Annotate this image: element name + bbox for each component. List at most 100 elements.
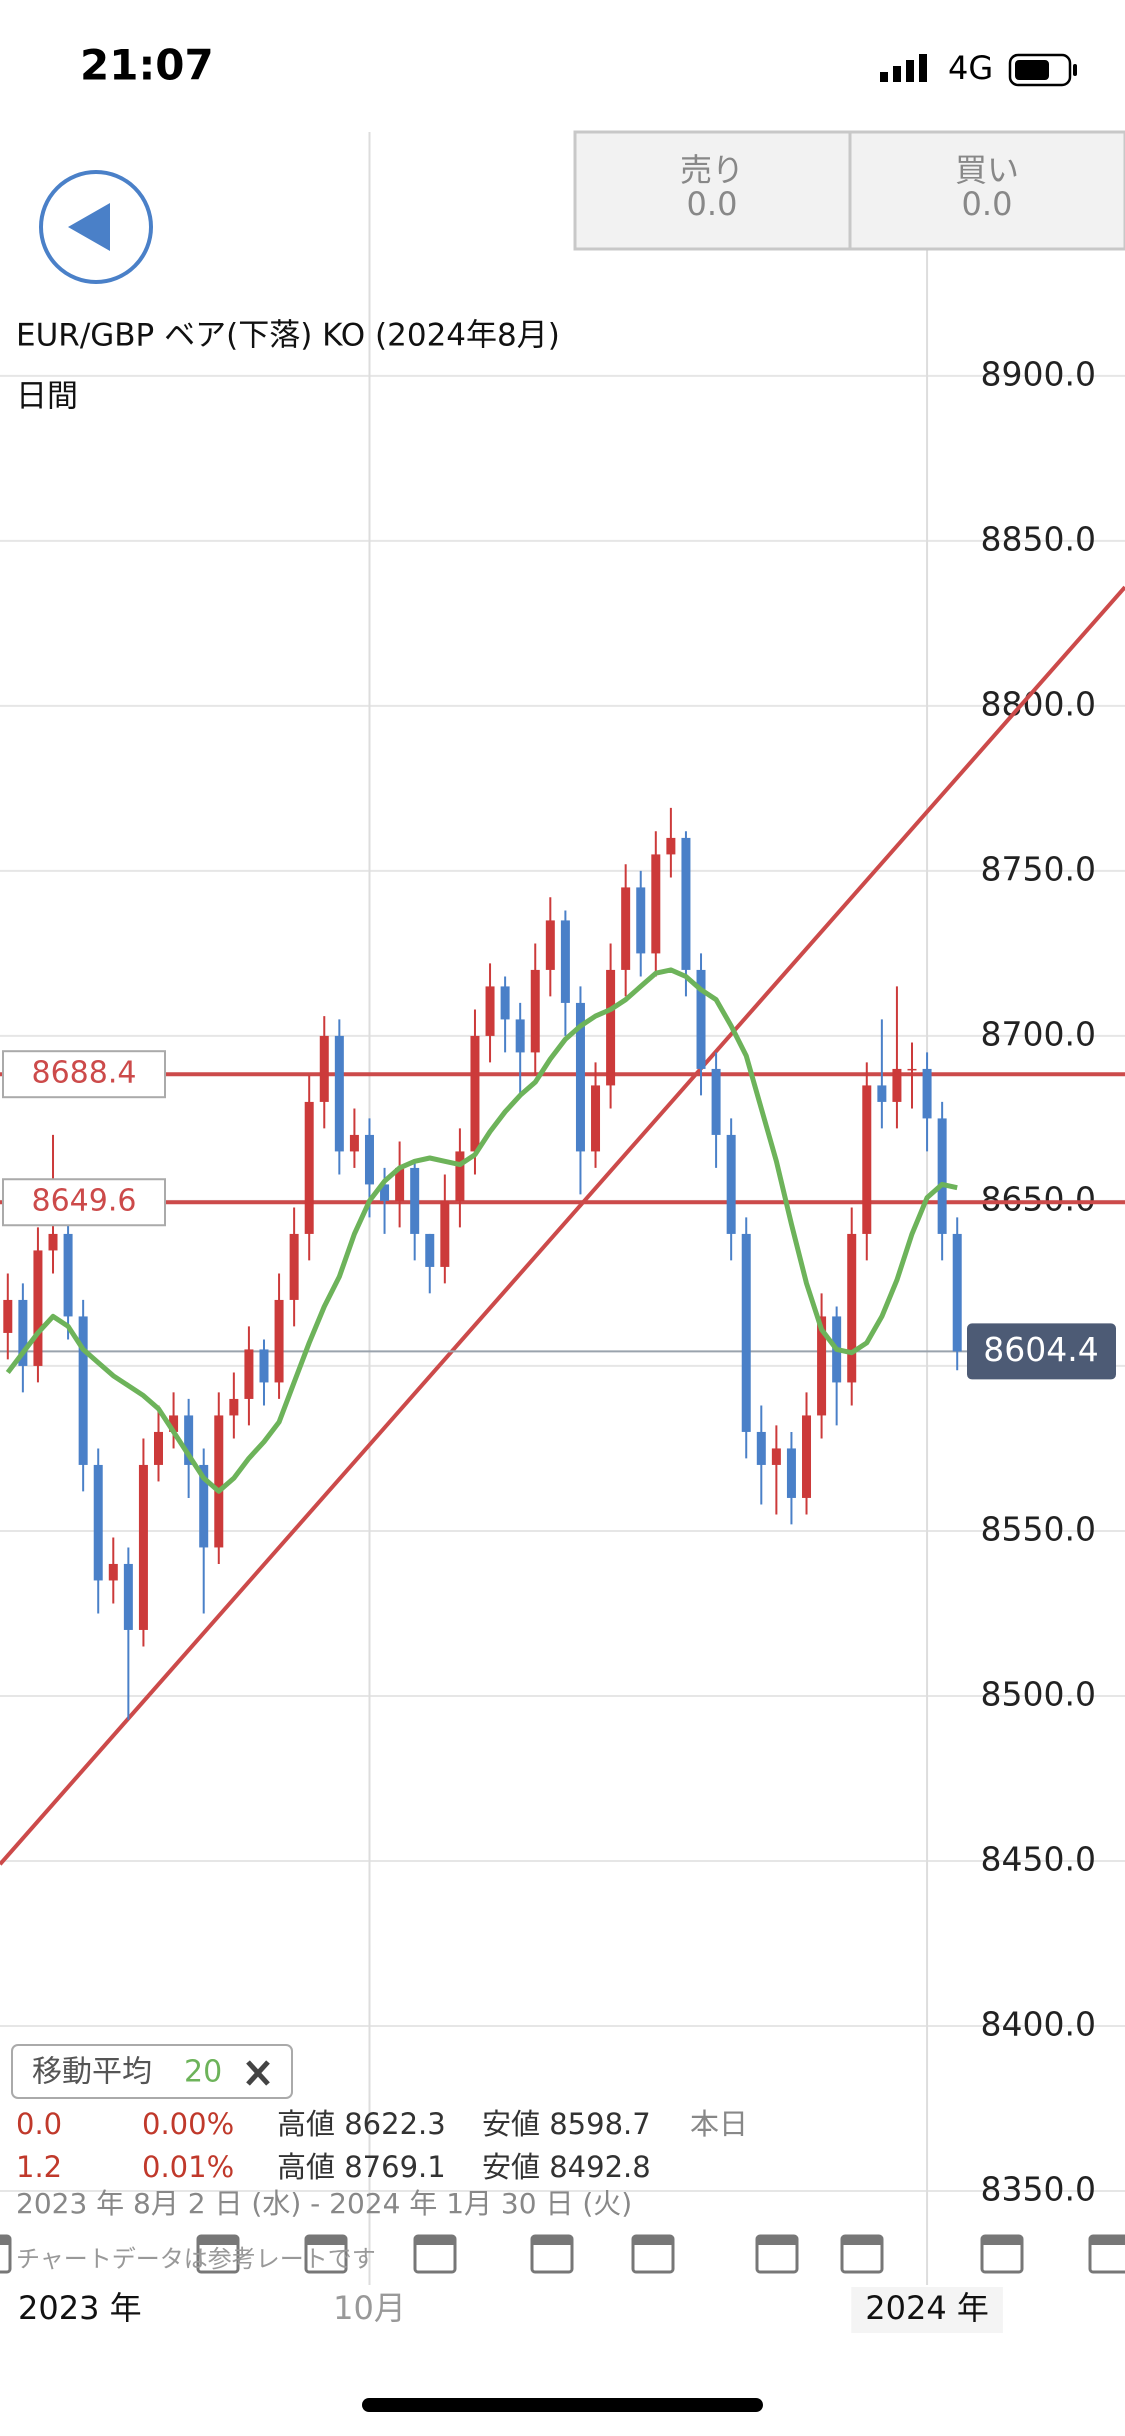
chart-title: EUR/GBP ベア(下落) KO (2024年8月): [16, 318, 560, 354]
candle-body: [63, 1233, 73, 1317]
button-label: 売り: [680, 151, 744, 189]
candle-body: [108, 1563, 118, 1581]
candle-body: [952, 1233, 962, 1352]
button-value: 0.0: [687, 185, 738, 223]
candle-body: [395, 1167, 405, 1201]
candle-body: [591, 1085, 601, 1152]
candle-body: [3, 1299, 13, 1333]
candle-body: [726, 1134, 736, 1234]
candle-body: [771, 1448, 781, 1465]
candle-body: [802, 1415, 812, 1498]
stats: 0.0 0.00% 高値 8622.3 安値 8598.7 本日 1.2 0.0…: [16, 2107, 748, 2220]
candle-body: [937, 1118, 947, 1234]
candle-body: [756, 1431, 766, 1465]
candle-body: [244, 1349, 254, 1399]
low: 安値 8598.7: [482, 2107, 651, 2141]
x-tick-label: 10月: [333, 2289, 406, 2327]
candle-body: [455, 1151, 465, 1201]
candle-body: [48, 1233, 58, 1251]
calendar-icon-top: [0, 2236, 10, 2245]
candle-body: [470, 1035, 480, 1152]
calendar-icon-top: [1090, 2236, 1125, 2245]
low: 安値 8492.8: [482, 2150, 651, 2184]
clock: 21:07: [80, 41, 214, 90]
candle-body: [681, 837, 691, 970]
candle-body: [606, 969, 616, 1086]
candle-body: [123, 1563, 133, 1630]
change: 1.2: [16, 2150, 62, 2184]
note: 本日: [690, 2107, 748, 2141]
candle-body: [440, 1200, 450, 1267]
candle-body: [636, 887, 646, 954]
battery-icon: [1008, 53, 1077, 87]
candle-body: [78, 1316, 88, 1465]
y-tick-label: 8750.0: [981, 849, 1096, 888]
x-tick-label: 2024 年: [865, 2289, 989, 2327]
y-tick-label: 8400.0: [981, 2004, 1096, 2043]
calendar-icon-top: [306, 2236, 346, 2245]
moving-average-line: [5, 967, 958, 1494]
calendar-icon-top: [415, 2236, 455, 2245]
candle-body: [274, 1299, 284, 1383]
change-pct: 0.01%: [142, 2150, 234, 2184]
signal-icon: [880, 54, 927, 82]
candle-body: [862, 1085, 872, 1234]
candle-body: [410, 1167, 420, 1234]
hline-label: 8649.6: [32, 1184, 137, 1219]
y-tick-label: 8650.0: [981, 1179, 1096, 1218]
back-button[interactable]: [39, 170, 153, 284]
calendar-icon: [0, 2234, 12, 2274]
candle-body: [575, 1002, 585, 1152]
change-pct: 0.00%: [142, 2107, 234, 2141]
buy-button[interactable]: 買い 0.0: [848, 130, 1125, 251]
chart-area: 8350.08400.08450.08500.08550.08600.08650…: [0, 132, 1125, 2285]
calendar-icon-top: [198, 2236, 238, 2245]
y-tick-label: 8900.0: [981, 354, 1096, 393]
calendar-icon-top: [532, 2236, 572, 2245]
y-tick-label: 8350.0: [981, 2169, 1096, 2208]
x-axis: 2023 年 10月 2024 年: [18, 2287, 1003, 2333]
candle-body: [289, 1233, 299, 1300]
button-value: 0.0: [962, 185, 1013, 223]
calendar-icon-top: [633, 2236, 673, 2245]
x-tick-label-bg: [319, 2287, 420, 2333]
candle-body: [138, 1464, 148, 1630]
calendar-icon-top: [982, 2236, 1022, 2245]
candle-body: [907, 1068, 917, 1071]
candle-body: [922, 1068, 932, 1119]
candle-body: [199, 1464, 209, 1548]
candle-body: [485, 986, 495, 1036]
calendar-icons: [0, 2234, 1125, 2274]
last-price-label: 8604.4: [983, 1330, 1098, 1369]
candle-body: [545, 920, 555, 970]
candle-body: [259, 1349, 269, 1383]
candle-body: [696, 969, 706, 1069]
candle-body: [154, 1431, 163, 1465]
candle-body: [349, 1134, 359, 1152]
candle-body: [530, 969, 540, 1053]
candle-body: [33, 1250, 43, 1366]
sell-button[interactable]: 売り 0.0: [573, 130, 852, 251]
candle-body: [334, 1035, 344, 1152]
high: 高値 8769.1: [277, 2150, 446, 2184]
high: 高値 8622.3: [277, 2107, 446, 2141]
y-tick-label: 8450.0: [981, 1839, 1096, 1878]
candle-body: [380, 1184, 390, 1201]
indicator-legend[interactable]: 移動平均 20: [11, 2044, 293, 2099]
candle-body: [847, 1233, 857, 1383]
hline-label: 8688.4: [32, 1056, 137, 1091]
home-indicator: [362, 2398, 763, 2412]
candle-body: [18, 1299, 28, 1366]
calendar-icon-top: [757, 2236, 797, 2245]
candle-body: [229, 1398, 239, 1416]
candle-body: [711, 1068, 721, 1135]
candle-body: [741, 1233, 751, 1432]
button-label: 買い: [955, 151, 1019, 189]
y-tick-label: 8800.0: [981, 684, 1096, 723]
hline-label-box: [2, 1178, 166, 1227]
legend-name: 移動平均: [32, 2055, 152, 2090]
last-price-box: [967, 1323, 1116, 1380]
hline-label-box: [2, 1050, 166, 1099]
disclaimer: チャートデータは参考レートです: [16, 2245, 376, 2273]
close-icon[interactable]: [246, 2060, 270, 2086]
